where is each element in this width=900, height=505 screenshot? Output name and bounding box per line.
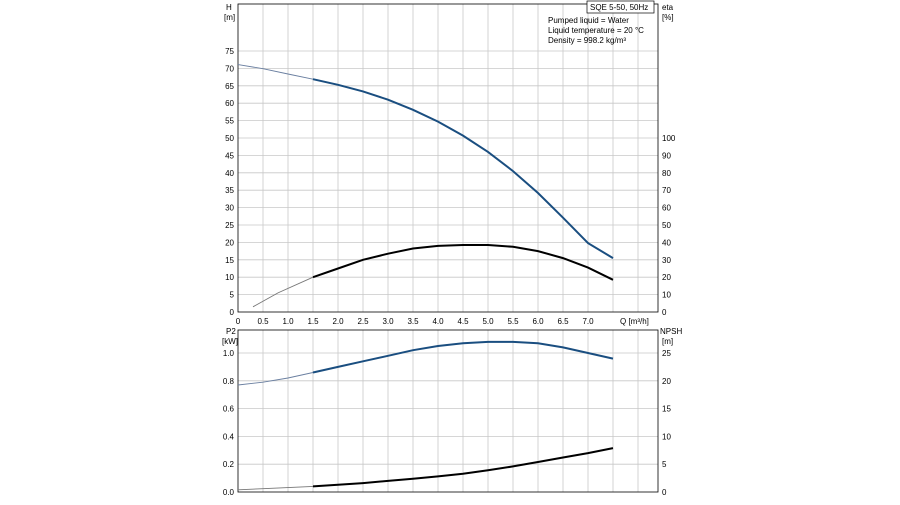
x-tick-label: 4.5 [457, 317, 469, 326]
annotation-text: Liquid temperature = 20 °C [548, 26, 644, 35]
y-tick-label-left: 50 [225, 134, 234, 143]
y-axis-label-left: P2 [226, 327, 236, 336]
y-axis-label-right: NPSH [660, 327, 682, 336]
y-tick-label-left: 35 [225, 186, 234, 195]
y-tick-label-left: 0.8 [223, 377, 235, 386]
y-tick-label-right: 20 [662, 377, 671, 386]
y-tick-label-right: 5 [662, 460, 667, 469]
y-axis-unit-left: [m] [224, 13, 235, 22]
x-tick-label: 6.0 [532, 317, 544, 326]
title-box [586, 0, 655, 14]
y-tick-label-left: 30 [225, 204, 234, 213]
y-tick-label-left: 1.0 [223, 349, 235, 358]
x-tick-label: 5.0 [482, 317, 494, 326]
y-tick-label-left: 15 [225, 256, 234, 265]
y-tick-label-right: 70 [662, 186, 671, 195]
x-tick-label: 1.0 [282, 317, 294, 326]
x-tick-label: 2.0 [332, 317, 344, 326]
y-axis-unit-right: [m] [662, 337, 673, 346]
annotation-text: Density = 998.2 kg/m³ [548, 36, 626, 45]
y-tick-label-left: 5 [230, 291, 235, 300]
y-tick-label-right: 20 [662, 273, 671, 282]
y-tick-label-right: 10 [662, 291, 671, 300]
y-tick-label-left: 0.4 [223, 432, 235, 441]
y-tick-label-left: 65 [225, 82, 234, 91]
y-tick-label-left: 55 [225, 117, 234, 126]
x-axis-label: Q [m³/h] [620, 317, 649, 326]
y-tick-label-left: 25 [225, 221, 234, 230]
series-line-extrapolated-1 [237, 485, 314, 491]
y-tick-label-right: 10 [662, 432, 671, 441]
y-tick-label-right: 30 [662, 256, 671, 265]
y-tick-label-left: 75 [225, 47, 234, 56]
y-tick-label-left: 0 [230, 308, 235, 317]
series-line-extrapolated-0 [237, 372, 314, 386]
series-line-1 [312, 447, 614, 488]
y-tick-label-right: 90 [662, 151, 671, 160]
y-tick-label-left: 0.0 [223, 488, 235, 497]
x-tick-label: 5.5 [507, 317, 519, 326]
x-tick-label: 3.5 [407, 317, 419, 326]
y-tick-label-left: 40 [225, 169, 234, 178]
chart-title: SQE 5-50, 50Hz [590, 3, 648, 12]
y-tick-label-right: 80 [662, 169, 671, 178]
y-tick-label-right: 40 [662, 238, 671, 247]
x-tick-label: 6.5 [557, 317, 569, 326]
series-line-extrapolated-1 [252, 276, 314, 308]
y-tick-label-left: 45 [225, 151, 234, 160]
y-axis-label-right: eta [662, 3, 674, 12]
annotation-text: Pumped liquid = Water [548, 16, 629, 25]
y-tick-label-right: 15 [662, 405, 671, 414]
x-tick-label: 3.0 [382, 317, 394, 326]
series-line-1 [312, 244, 614, 281]
series-line-0 [312, 340, 614, 374]
y-tick-label-left: 10 [225, 273, 234, 282]
y-axis-unit-right: [%] [662, 13, 674, 22]
x-tick-label: 0.5 [257, 317, 269, 326]
y-tick-label-left: 0.6 [223, 405, 235, 414]
y-tick-label-right: 0 [662, 308, 667, 317]
y-axis-label-left: H [226, 3, 232, 12]
x-tick-label: 4.0 [432, 317, 444, 326]
y-tick-label-left: 0.2 [223, 460, 235, 469]
x-tick-label: 7.0 [582, 317, 594, 326]
series-line-extrapolated-0 [237, 64, 314, 80]
y-tick-label-right: 100 [662, 134, 676, 143]
y-tick-label-right: 60 [662, 204, 671, 213]
y-tick-label-left: 70 [225, 64, 234, 73]
y-tick-label-right: 0 [662, 488, 667, 497]
y-tick-label-right: 50 [662, 221, 671, 230]
y-tick-label-right: 25 [662, 349, 671, 358]
series-line-0 [312, 78, 614, 259]
plot-frame [237, 329, 659, 493]
plot-frame [237, 3, 659, 313]
x-tick-label: 0 [236, 317, 241, 326]
x-tick-label: 2.5 [357, 317, 369, 326]
y-axis-unit-left: [kW] [222, 337, 238, 346]
y-tick-label-left: 20 [225, 238, 234, 247]
x-tick-label: 1.5 [307, 317, 319, 326]
y-tick-label-left: 60 [225, 99, 234, 108]
